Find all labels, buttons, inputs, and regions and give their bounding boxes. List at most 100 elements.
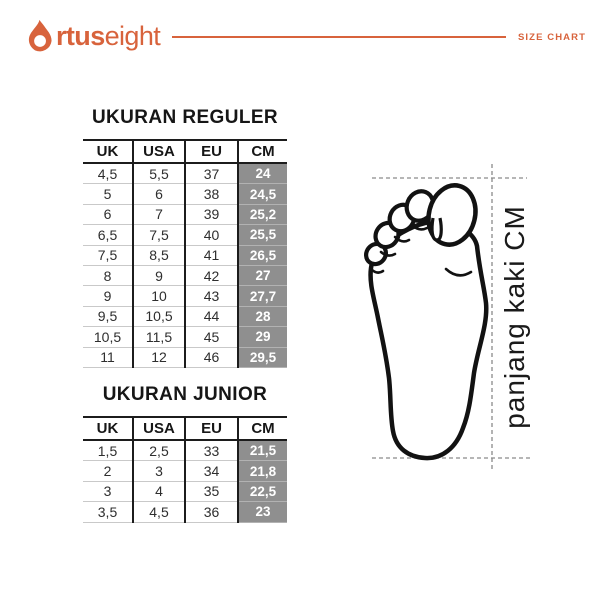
table-row: 4,5 5,5 37 24 <box>83 163 287 185</box>
size-value-cell: 4,5 <box>83 163 134 185</box>
column-header: CM <box>238 140 287 164</box>
size-value-cell: 3 <box>83 481 134 503</box>
header: rtuseight SIZE CHART <box>24 19 586 53</box>
foot-length-label: panjang kaki CM <box>499 205 530 429</box>
cm-value-cell: 23 <box>238 501 287 523</box>
third-toe-crease <box>393 235 411 243</box>
size-value-cell: 34 <box>185 460 239 482</box>
cm-value-cell: 28 <box>238 306 287 328</box>
measurement-guides <box>372 164 531 472</box>
size-value-cell: 38 <box>185 183 239 205</box>
size-value-cell: 3,5 <box>83 501 134 523</box>
brand-name-bold: rtus <box>56 21 105 51</box>
table-row: 6 7 39 25,2 <box>83 204 287 226</box>
cm-value-cell: 29 <box>238 326 287 348</box>
size-value-cell: 6 <box>133 183 186 205</box>
table-row: 5 6 38 24,5 <box>83 183 287 205</box>
column-header: UK <box>83 417 134 441</box>
brand-name: rtuseight <box>56 21 161 51</box>
size-chart-label: SIZE CHART <box>518 31 586 43</box>
size-value-cell: 5 <box>83 183 134 205</box>
foot-outline-icon: panjang kaki CM <box>364 164 531 472</box>
table-row: 2 3 34 21,8 <box>83 460 287 482</box>
brand-name-light: eight <box>104 21 161 51</box>
cm-value-cell: 22,5 <box>238 481 287 503</box>
regular-size-section: UKURAN REGULER UK USA EU CM 4,5 5,5 37 24 5 6 38 2… <box>83 108 287 368</box>
table-row: 10,5 11,5 45 29 <box>83 326 287 348</box>
size-value-cell: 42 <box>185 265 239 287</box>
size-value-cell: 41 <box>185 245 239 266</box>
column-header: EU <box>185 140 239 164</box>
brand-flame-icon <box>28 19 52 52</box>
size-value-cell: 43 <box>185 285 239 307</box>
cm-value-cell: 27,7 <box>238 285 287 307</box>
junior-size-section: UKURAN JUNIOR UK USA EU CM 1,5 2,5 33 21,5 2 3 34… <box>83 385 287 523</box>
size-value-cell: 6,5 <box>83 224 134 246</box>
size-value-cell: 9,5 <box>83 306 134 328</box>
size-value-cell: 7 <box>133 204 186 226</box>
size-value-cell: 4 <box>133 481 186 503</box>
second-toe-crease <box>410 223 429 231</box>
foot-creases <box>369 223 473 277</box>
junior-size-table: UK USA EU CM 1,5 2,5 33 21,5 2 3 34 21,8 3 4 35 22,5 3,… <box>83 416 287 523</box>
foot-shape <box>364 183 489 461</box>
junior-table-title: UKURAN JUNIOR <box>102 384 268 405</box>
size-value-cell: 46 <box>185 347 239 368</box>
size-value-cell: 36 <box>185 501 239 523</box>
size-value-cell: 4,5 <box>133 501 186 523</box>
table-header-row: UK USA EU CM <box>83 417 287 441</box>
regular-size-table: UK USA EU CM 4,5 5,5 37 24 5 6 38 24,5 6 7 39 25,2 6,5 7… <box>83 139 287 368</box>
table-row: 7,5 8,5 41 26,5 <box>83 245 287 266</box>
size-value-cell: 10,5 <box>133 306 186 328</box>
table-row: 3 4 35 22,5 <box>83 481 287 503</box>
foot-measurement-diagram: panjang kaki CM <box>350 128 600 498</box>
size-value-cell: 7,5 <box>133 224 186 246</box>
size-value-cell: 45 <box>185 326 239 348</box>
ball-crease <box>444 267 473 277</box>
table-row: 9 10 43 27,7 <box>83 285 287 307</box>
cm-value-cell: 25,2 <box>238 204 287 226</box>
fourth-toe-crease <box>379 250 397 257</box>
size-value-cell: 39 <box>185 204 239 226</box>
cm-value-cell: 26,5 <box>238 245 287 266</box>
size-value-cell: 40 <box>185 224 239 246</box>
table-row: 3,5 4,5 36 23 <box>83 501 287 523</box>
size-value-cell: 37 <box>185 163 239 185</box>
brand-logo: rtuseight <box>24 19 161 53</box>
little-toe-crease <box>369 267 385 274</box>
size-value-cell: 10,5 <box>83 326 134 348</box>
table-row: 9,5 10,5 44 28 <box>83 306 287 328</box>
size-value-cell: 11 <box>83 347 134 368</box>
cm-value-cell: 24 <box>238 163 287 185</box>
size-value-cell: 11,5 <box>133 326 186 348</box>
table-row: 6,5 7,5 40 25,5 <box>83 224 287 246</box>
table-row: 11 12 46 29,5 <box>83 347 287 368</box>
column-header: USA <box>133 140 186 164</box>
column-header: USA <box>133 417 186 441</box>
toe-web-detail <box>430 217 443 242</box>
column-header: UK <box>83 140 134 164</box>
regular-table-title: UKURAN REGULER <box>91 107 279 128</box>
size-value-cell: 1,5 <box>83 440 134 462</box>
size-value-cell: 44 <box>185 306 239 328</box>
table-row: 8 9 42 27 <box>83 265 287 287</box>
size-value-cell: 2 <box>83 460 134 482</box>
cm-value-cell: 29,5 <box>238 347 287 368</box>
size-value-cell: 6 <box>83 204 134 226</box>
size-value-cell: 10 <box>133 285 186 307</box>
cm-value-cell: 27 <box>238 265 287 287</box>
header-divider <box>172 36 506 38</box>
cm-value-cell: 21,5 <box>238 440 287 462</box>
size-value-cell: 2,5 <box>133 440 186 462</box>
size-value-cell: 12 <box>133 347 186 368</box>
size-value-cell: 8 <box>83 265 134 287</box>
size-value-cell: 9 <box>133 265 186 287</box>
size-value-cell: 8,5 <box>133 245 186 266</box>
column-header: CM <box>238 417 287 441</box>
cm-value-cell: 25,5 <box>238 224 287 246</box>
column-header: EU <box>185 417 239 441</box>
size-value-cell: 35 <box>185 481 239 503</box>
table-header-row: UK USA EU CM <box>83 140 287 164</box>
table-row: 1,5 2,5 33 21,5 <box>83 440 287 462</box>
